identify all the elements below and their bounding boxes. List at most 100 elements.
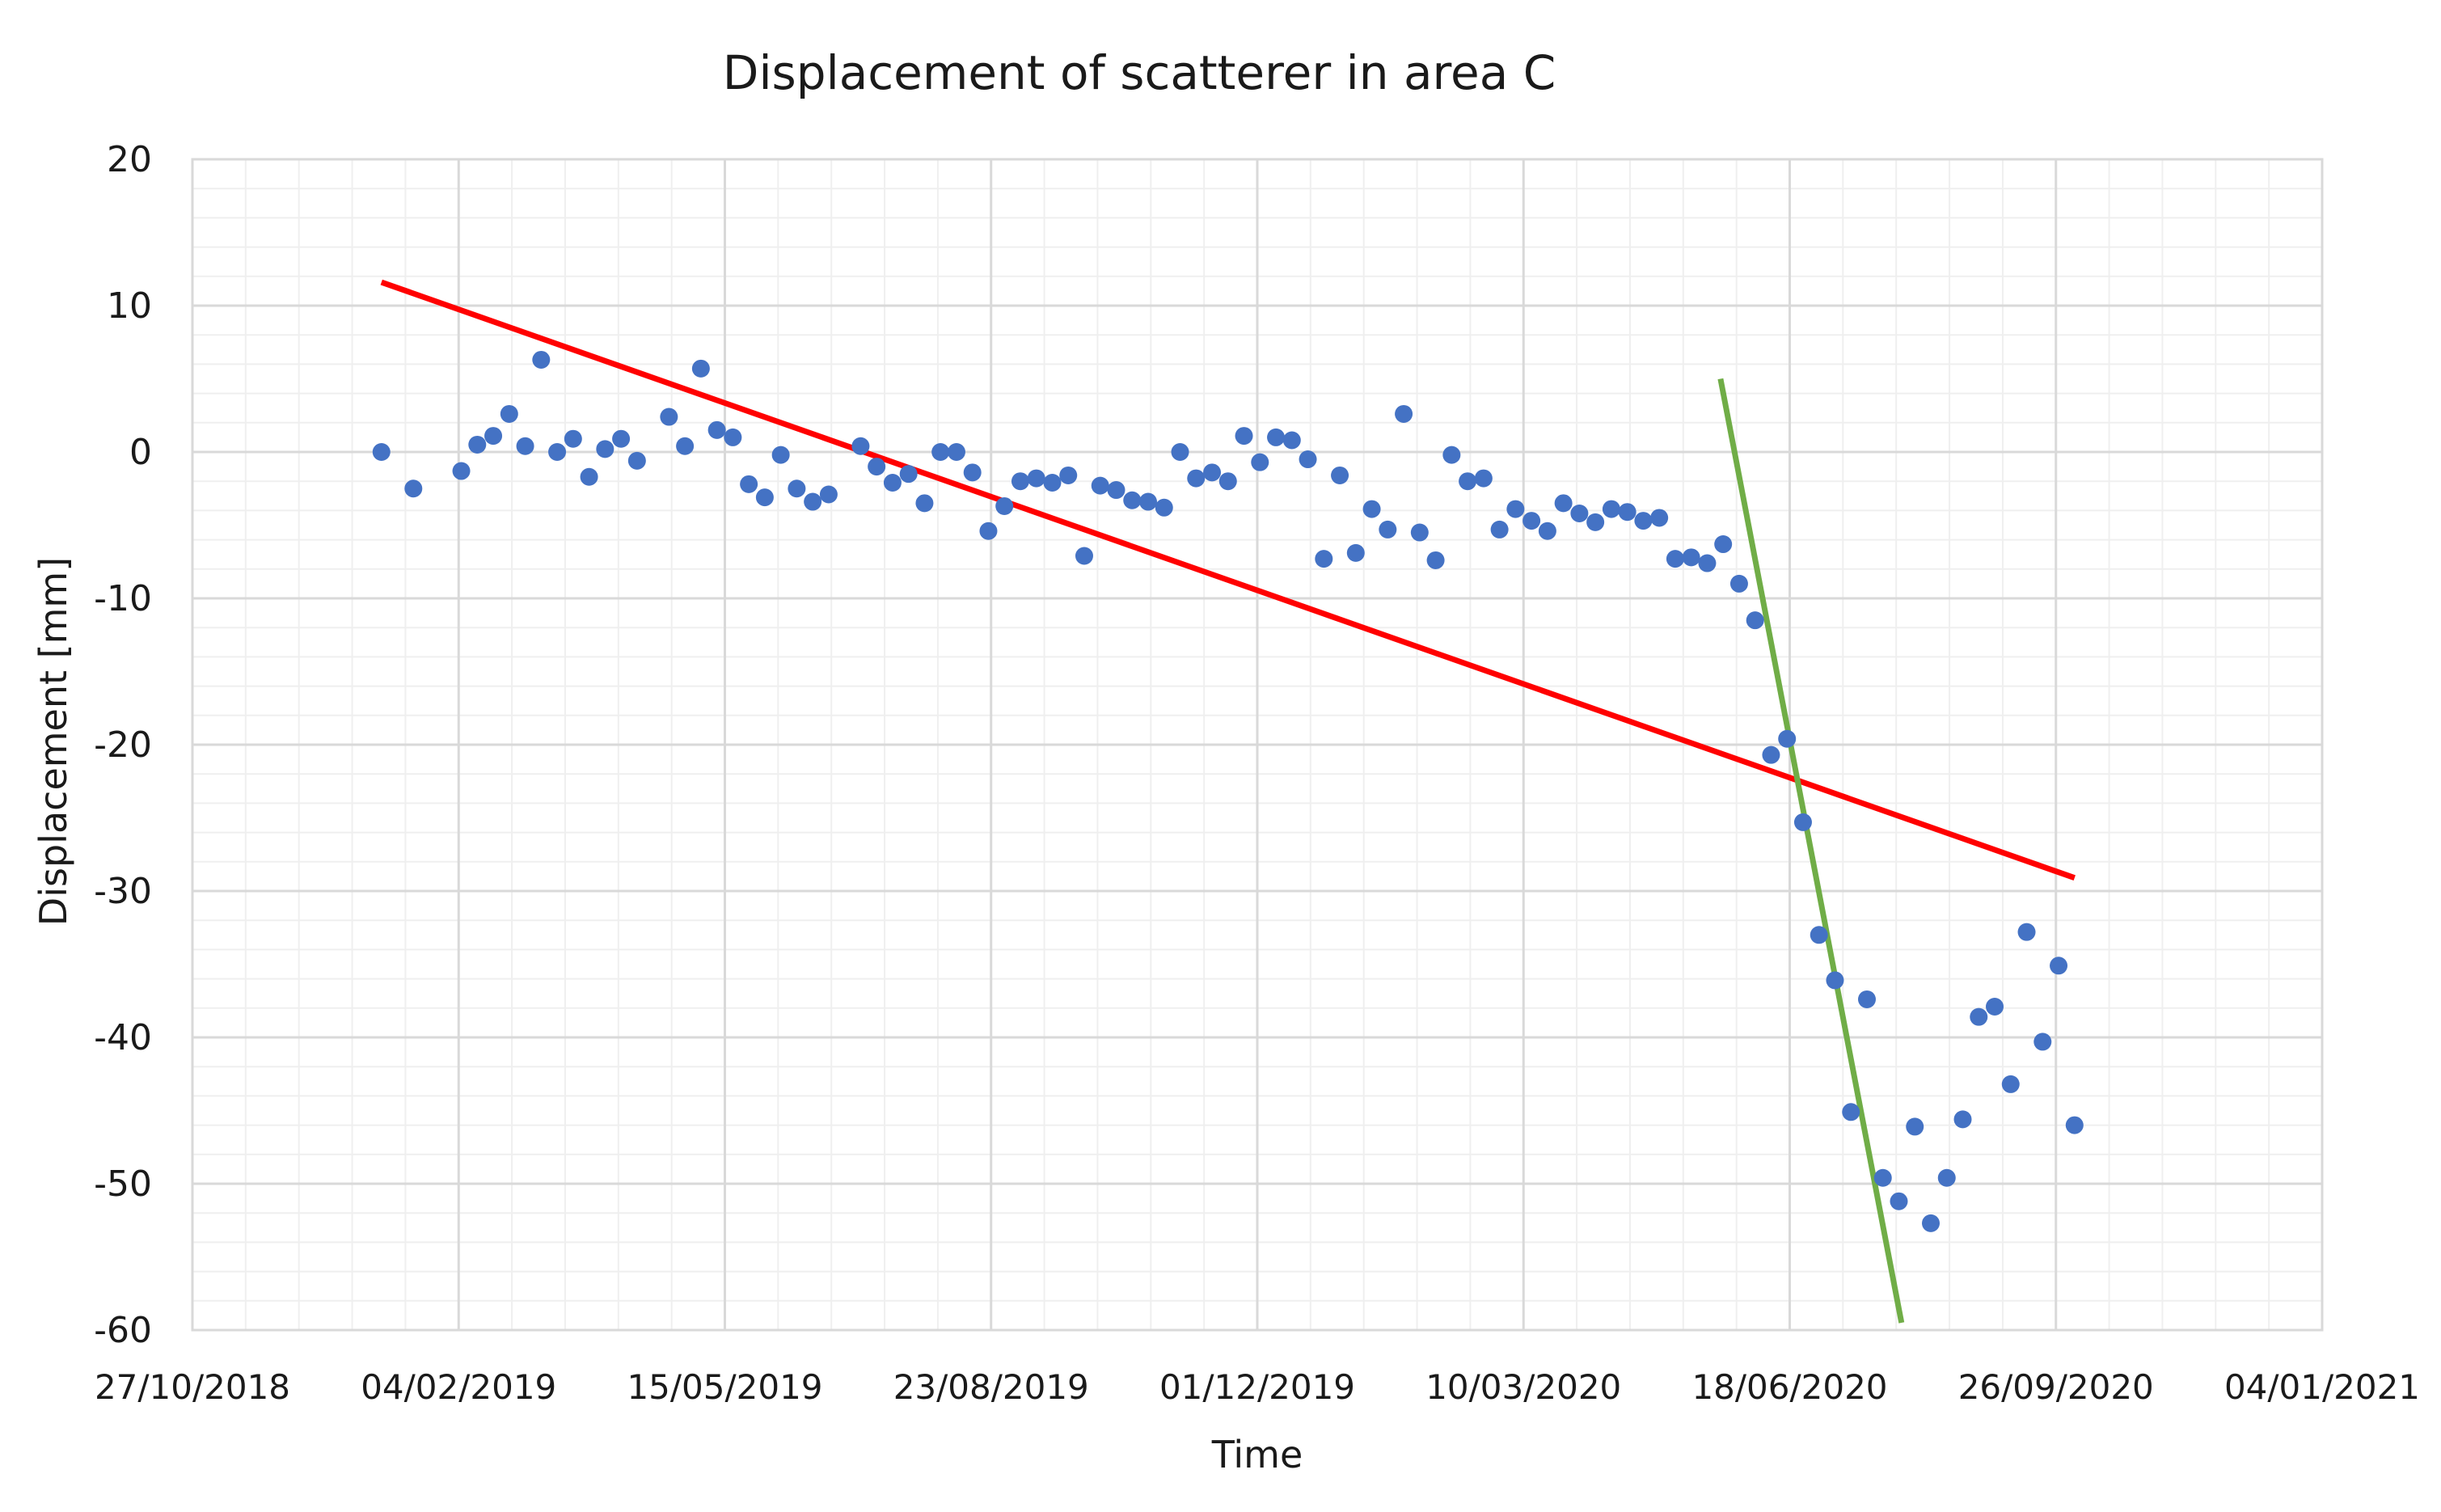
data-point: [740, 475, 758, 493]
data-point: [915, 494, 934, 513]
data-point: [1618, 503, 1636, 522]
data-point: [1666, 550, 1684, 568]
data-point: [596, 440, 614, 458]
data-point: [1187, 469, 1206, 488]
data-point: [2033, 1033, 2052, 1051]
data-point: [1107, 481, 1125, 500]
y-tick-label: -10: [94, 578, 152, 619]
data-point: [612, 429, 631, 448]
data-point: [2065, 1116, 2084, 1134]
data-point: [1011, 472, 1029, 491]
data-point: [1570, 505, 1589, 523]
trendline: [1717, 378, 1905, 1324]
data-point: [1857, 990, 1876, 1008]
data-point: [979, 522, 998, 540]
y-tick-label: -60: [94, 1310, 152, 1351]
data-point: [2050, 957, 2068, 975]
data-point: [995, 496, 1014, 515]
data-point: [1043, 474, 1062, 492]
data-point: [1171, 443, 1189, 461]
data-point: [868, 458, 886, 476]
data-point: [1442, 446, 1461, 464]
y-tick-label: -30: [94, 871, 152, 912]
x-tick-label: 27/10/2018: [95, 1367, 290, 1407]
y-tick-label: 10: [107, 285, 152, 327]
data-point: [1075, 547, 1093, 565]
plot-area-border: [191, 158, 2324, 1332]
x-tick-label: 04/01/2021: [2224, 1367, 2420, 1407]
data-point: [1762, 745, 1780, 764]
data-point: [883, 474, 902, 492]
data-point: [1139, 492, 1158, 511]
data-point: [1410, 523, 1429, 542]
data-point: [1586, 513, 1605, 531]
data-point: [1986, 997, 2004, 1016]
data-point: [564, 429, 582, 448]
y-tick-label: 20: [107, 139, 152, 180]
x-tick-label: 01/12/2019: [1159, 1367, 1355, 1407]
data-point: [1490, 520, 1509, 538]
data-point: [1554, 494, 1573, 513]
data-points: [372, 350, 2084, 1232]
data-point: [724, 428, 742, 446]
data-point: [1426, 551, 1445, 569]
data-point: [532, 350, 551, 369]
data-point: [1698, 554, 1717, 572]
data-point: [1091, 476, 1109, 495]
data-point: [851, 437, 870, 455]
data-point: [1522, 512, 1541, 530]
y-tick-label: -40: [94, 1017, 152, 1058]
chart-title: Displacement of scatterer in area C: [723, 45, 1556, 100]
data-point: [788, 479, 806, 498]
data-point: [1602, 500, 1620, 518]
y-tick-label: -50: [94, 1164, 152, 1205]
data-point: [372, 443, 391, 461]
y-axis-title: Displacement [mm]: [32, 557, 75, 926]
data-point: [819, 485, 838, 504]
data-point: [660, 408, 678, 426]
data-point: [468, 435, 487, 454]
x-axis-title: Time: [1211, 1433, 1303, 1476]
data-point: [1937, 1168, 1956, 1187]
x-tick-label: 15/05/2019: [627, 1367, 822, 1407]
data-point: [404, 479, 423, 498]
data-point: [1379, 520, 1397, 538]
y-axis-tick-labels: 20 10 0 -10 -20 -30 -40 -50 -60: [94, 139, 152, 1351]
x-tick-label: 04/02/2019: [361, 1367, 556, 1407]
data-point: [1203, 463, 1222, 482]
trendline: [380, 279, 2076, 881]
data-point: [1282, 431, 1301, 450]
data-point: [771, 446, 790, 464]
data-point: [1235, 427, 1253, 446]
data-point: [1650, 509, 1669, 527]
data-point: [580, 467, 598, 486]
data-point: [1842, 1103, 1860, 1121]
x-axis-tick-labels: 27/10/2018 04/02/2019 15/05/2019 23/08/2019…: [95, 1367, 2420, 1407]
x-tick-label: 26/09/2020: [1958, 1367, 2154, 1407]
data-point: [899, 465, 918, 484]
data-point: [1953, 1110, 1972, 1129]
data-point: [1346, 543, 1365, 562]
data-point: [1906, 1117, 1924, 1136]
data-point: [1331, 466, 1349, 484]
data-point: [755, 488, 774, 507]
data-point: [1218, 472, 1237, 491]
data-point: [452, 462, 471, 480]
gridlines: [191, 158, 2324, 1332]
data-point: [1793, 813, 1812, 831]
data-point: [1155, 498, 1173, 517]
y-tick-label: -20: [94, 724, 152, 766]
data-point: [1922, 1214, 1941, 1232]
data-point: [1778, 729, 1797, 748]
data-point: [1634, 512, 1653, 530]
data-point: [1395, 404, 1413, 423]
data-point: [516, 437, 534, 455]
data-point: [1714, 535, 1733, 554]
data-point: [691, 359, 710, 378]
data-point: [1746, 611, 1764, 630]
data-point: [963, 463, 982, 482]
data-point: [1267, 428, 1286, 446]
data-point: [676, 437, 695, 455]
